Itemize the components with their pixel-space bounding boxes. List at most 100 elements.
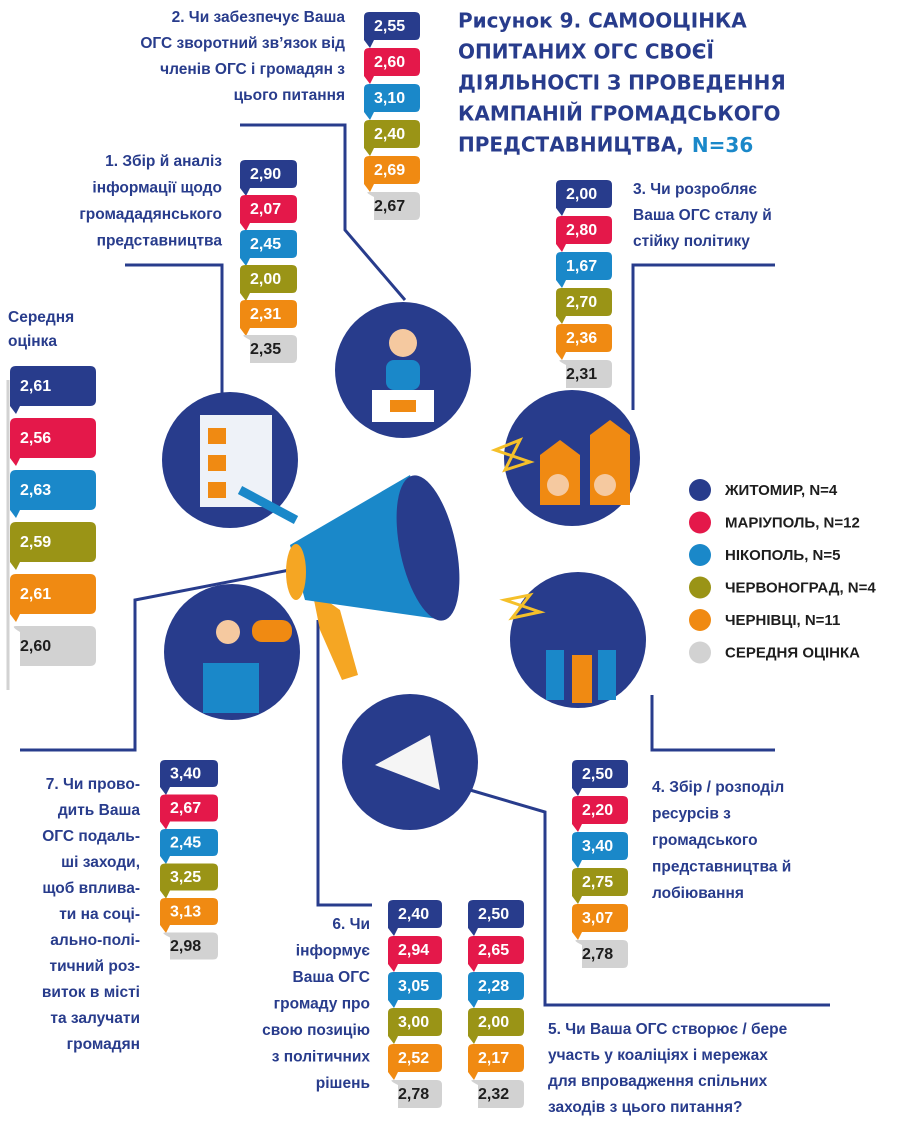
value-label: 2,60 bbox=[20, 638, 51, 655]
question-text: представництва й bbox=[652, 859, 791, 876]
icon-tribune bbox=[203, 663, 259, 713]
value-label: 2,59 bbox=[20, 534, 51, 551]
legend-label: ЖИТОМИР, N=4 bbox=[724, 482, 838, 499]
question-text: Ваша ОГС bbox=[293, 969, 371, 986]
question-text: дить Ваша bbox=[58, 802, 141, 819]
value-badge bbox=[572, 904, 628, 940]
title-line: КАМПАНІЙ ГРОМАДСЬКОГО bbox=[458, 102, 780, 126]
value-badge bbox=[10, 418, 96, 466]
value-label: 2,61 bbox=[20, 586, 51, 603]
value-badge bbox=[468, 972, 524, 1008]
question-text: рішень bbox=[316, 1075, 370, 1092]
question-text: лобіювання bbox=[652, 885, 744, 902]
value-badge bbox=[556, 252, 612, 288]
question-text: громададянського bbox=[79, 206, 222, 223]
value-badge bbox=[556, 180, 612, 216]
value-badge bbox=[240, 195, 297, 231]
icon-sleeve bbox=[546, 650, 564, 700]
question-text: щоб вплива- bbox=[42, 880, 140, 897]
value-badge bbox=[13, 626, 96, 666]
icon-sleeve bbox=[572, 655, 592, 703]
value-label: 3,40 bbox=[582, 838, 613, 855]
value-badge bbox=[391, 1080, 442, 1108]
value-label: 2,67 bbox=[170, 800, 201, 817]
value-label: 1,67 bbox=[566, 258, 597, 275]
value-badge bbox=[556, 324, 612, 360]
question-text: громаду про bbox=[274, 996, 370, 1013]
icon-head bbox=[547, 474, 569, 496]
question-text: цього питання bbox=[234, 87, 345, 104]
connector bbox=[650, 695, 775, 752]
question-text: Ваша ОГС сталу й bbox=[633, 207, 772, 224]
value-badge bbox=[556, 216, 612, 252]
question-text: та залучати bbox=[50, 1010, 140, 1027]
value-badge bbox=[575, 940, 628, 968]
value-label: 2,45 bbox=[170, 835, 201, 852]
value-label: 3,07 bbox=[582, 910, 613, 927]
value-badge bbox=[240, 230, 297, 266]
connector bbox=[240, 123, 407, 301]
value-label: 3,13 bbox=[170, 904, 201, 921]
value-label: 2,52 bbox=[398, 1050, 429, 1067]
legend-dot bbox=[689, 544, 711, 566]
title-n: N=36 bbox=[692, 133, 753, 157]
average-label: оцінка bbox=[8, 333, 57, 350]
value-label: 2,07 bbox=[250, 201, 281, 218]
megaphone-handle bbox=[312, 590, 358, 680]
value-label: 2,63 bbox=[20, 482, 51, 499]
icon-sign-bars bbox=[390, 400, 416, 412]
value-badge bbox=[10, 366, 96, 414]
value-label: 2,40 bbox=[398, 906, 429, 923]
legend-dot bbox=[689, 641, 711, 664]
value-badge bbox=[572, 760, 628, 796]
icon-body bbox=[386, 360, 420, 390]
value-badge bbox=[160, 760, 218, 795]
question-text: ші заходи, bbox=[61, 854, 140, 871]
value-label: 2,45 bbox=[250, 236, 281, 253]
question-text: представництва bbox=[97, 233, 223, 250]
icon-doc-photo bbox=[208, 428, 226, 444]
value-label: 2,67 bbox=[374, 198, 405, 215]
value-label: 3,05 bbox=[398, 978, 429, 995]
value-badge bbox=[160, 794, 218, 830]
value-label: 3,10 bbox=[374, 90, 405, 107]
legend-label: НІКОПОЛЬ, N=5 bbox=[725, 547, 840, 564]
value-badge bbox=[160, 863, 218, 899]
average-label: Середня bbox=[8, 309, 74, 326]
value-badge bbox=[240, 160, 297, 196]
value-badge bbox=[10, 522, 96, 570]
legend-label: СЕРЕДНЯ ОЦІНКА bbox=[725, 644, 860, 661]
value-label: 2,80 bbox=[566, 222, 597, 239]
value-label: 2,28 bbox=[478, 978, 509, 995]
value-badge bbox=[240, 300, 297, 336]
question-text: участь у коаліціях і мережах bbox=[548, 1047, 768, 1064]
value-badge bbox=[364, 156, 420, 192]
value-badge bbox=[160, 898, 218, 933]
value-label: 2,00 bbox=[250, 271, 281, 288]
value-badge bbox=[559, 360, 612, 388]
question-text: тичний роз- bbox=[50, 958, 140, 975]
value-label: 2,31 bbox=[566, 366, 597, 383]
legend-dot bbox=[689, 609, 711, 631]
legend-dot bbox=[689, 576, 711, 599]
value-badge bbox=[468, 1044, 524, 1080]
value-label: 2,55 bbox=[374, 18, 405, 35]
value-label: 2,78 bbox=[582, 946, 613, 963]
value-label: 2,40 bbox=[374, 126, 405, 143]
value-label: 2,36 bbox=[566, 330, 597, 347]
value-label: 2,32 bbox=[478, 1086, 509, 1103]
connector bbox=[631, 263, 775, 410]
icon-bubble bbox=[252, 620, 292, 642]
value-badge bbox=[388, 972, 442, 1008]
icon-head bbox=[216, 620, 240, 644]
question-text: 7. Чи прово- bbox=[46, 776, 140, 793]
value-badge bbox=[572, 832, 628, 868]
value-label: 2,90 bbox=[250, 166, 281, 183]
value-badge bbox=[243, 335, 297, 363]
question-text: 3. Чи розробляє bbox=[633, 181, 757, 198]
value-badge bbox=[556, 288, 612, 324]
value-badge bbox=[364, 12, 420, 48]
megaphone-bell bbox=[396, 475, 460, 621]
question-text: 1. Збір й аналіз bbox=[105, 153, 222, 170]
spark bbox=[490, 437, 535, 473]
